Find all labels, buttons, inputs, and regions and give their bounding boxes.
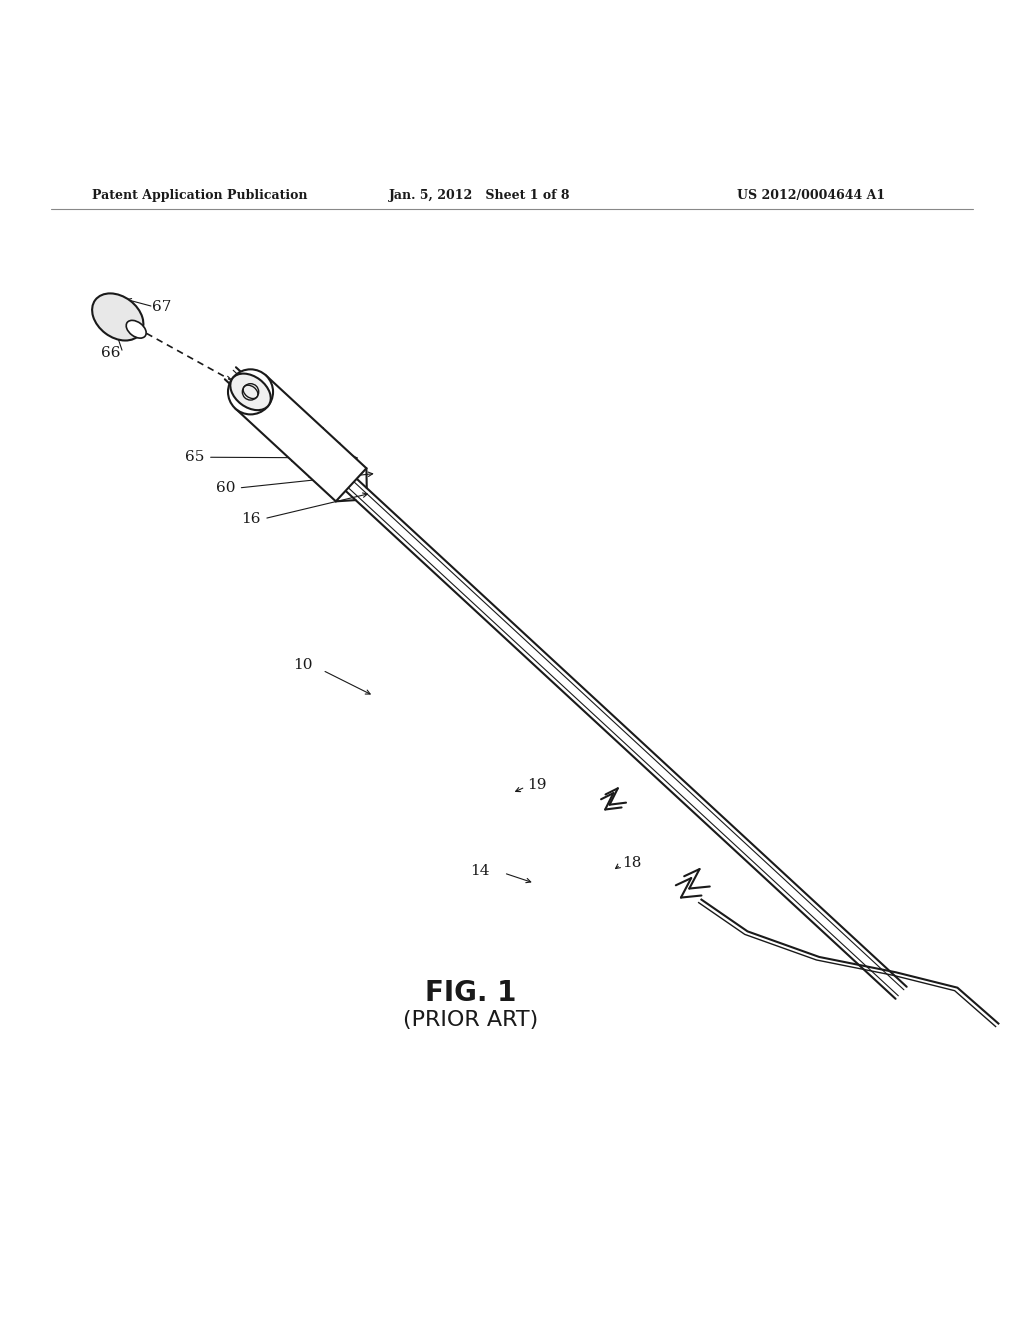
Text: (PRIOR ART): (PRIOR ART) [403,1010,539,1031]
Text: 65: 65 [185,450,205,465]
Text: 66: 66 [101,346,121,360]
Text: 16: 16 [242,512,261,525]
Text: US 2012/0004644 A1: US 2012/0004644 A1 [737,189,886,202]
Ellipse shape [92,293,143,341]
Text: 18: 18 [623,855,642,870]
Text: 60: 60 [216,480,236,495]
Text: Patent Application Publication: Patent Application Publication [92,189,307,202]
Text: 67: 67 [152,300,171,314]
Text: 19: 19 [527,777,547,792]
Polygon shape [236,375,367,502]
Circle shape [228,370,273,414]
Ellipse shape [126,321,146,338]
Text: 10: 10 [293,659,312,672]
Text: Jan. 5, 2012   Sheet 1 of 8: Jan. 5, 2012 Sheet 1 of 8 [389,189,570,202]
Text: FIG. 1: FIG. 1 [425,979,517,1007]
Ellipse shape [230,374,270,411]
Text: 14: 14 [470,865,489,878]
